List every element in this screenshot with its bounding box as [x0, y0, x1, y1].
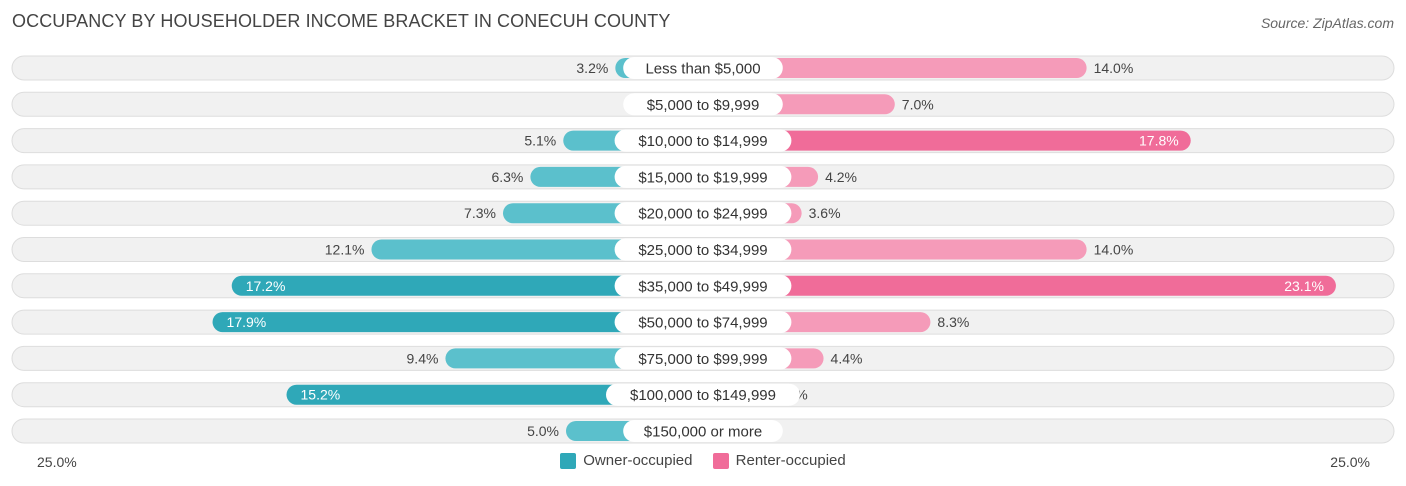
category-pill — [623, 93, 783, 116]
renter-value-label: 14.0% — [1094, 242, 1134, 258]
legend: Owner-occupied Renter-occupied — [0, 452, 1406, 473]
category-label: $10,000 to $14,999 — [638, 133, 767, 150]
category-label: $150,000 or more — [644, 424, 762, 441]
legend-swatch-renter — [712, 452, 729, 469]
category-label: $50,000 to $74,999 — [638, 315, 767, 332]
renter-bar — [703, 130, 1191, 151]
category-pill — [614, 311, 792, 334]
renter-value-label: 4.2% — [825, 169, 857, 185]
axis-left-label: 25.0% — [37, 454, 77, 470]
category-pill — [614, 202, 792, 225]
legend-label-owner: Owner-occupied — [583, 452, 693, 469]
renter-value-label: 7.0% — [902, 96, 934, 112]
owner-bar — [231, 275, 703, 296]
owner-value-label: 17.2% — [246, 278, 286, 294]
category-label: $100,000 to $149,999 — [630, 387, 776, 404]
owner-value-label: 17.9% — [227, 314, 267, 330]
legend-item-owner[interactable]: Owner-occupied — [560, 452, 692, 469]
category-pill — [606, 383, 800, 406]
category-pill — [614, 347, 792, 370]
category-pill — [614, 165, 792, 188]
owner-value-label: 3.2% — [576, 60, 608, 76]
chart-area: 3.2%14.0%Less than $5,0001.4%7.0%$5,000 … — [11, 55, 1395, 444]
renter-bar — [703, 58, 1087, 78]
renter-value-label: 3.6% — [809, 205, 841, 221]
owner-value-label: 5.1% — [524, 133, 556, 149]
legend-item-renter[interactable]: Renter-occupied — [712, 452, 846, 469]
renter-value-label: 23.1% — [1284, 278, 1324, 294]
renter-value-label: 14.0% — [1094, 60, 1134, 76]
category-label: $75,000 to $99,999 — [638, 351, 767, 368]
owner-bar — [212, 312, 704, 333]
legend-swatch-owner — [560, 452, 577, 469]
source-credit: Source: ZipAtlas.com — [1260, 15, 1394, 31]
category-pill — [614, 274, 792, 297]
renter-bar — [703, 275, 1336, 296]
renter-value-label: 4.4% — [831, 350, 863, 366]
owner-bar — [286, 384, 703, 405]
renter-value-label: 8.3% — [937, 314, 969, 330]
chart-title: OCCUPANCY BY HOUSEHOLDER INCOME BRACKET … — [12, 11, 671, 31]
renter-value-label: 17.8% — [1139, 133, 1179, 149]
category-label: $25,000 to $34,999 — [638, 242, 767, 259]
owner-value-label: 9.4% — [407, 350, 439, 366]
category-label: $5,000 to $9,999 — [647, 97, 760, 114]
renter-bar — [703, 239, 1087, 260]
category-pill — [623, 57, 783, 79]
category-label: $15,000 to $19,999 — [638, 169, 767, 186]
legend-label-renter: Renter-occupied — [735, 452, 846, 469]
owner-value-label: 12.1% — [325, 242, 365, 258]
category-pill — [623, 420, 783, 442]
owner-value-label: 6.3% — [491, 169, 523, 185]
category-label: $20,000 to $24,999 — [638, 206, 767, 223]
owner-value-label: 5.0% — [527, 423, 559, 439]
category-label: Less than $5,000 — [645, 61, 760, 78]
owner-value-label: 15.2% — [301, 387, 341, 403]
category-pill — [614, 129, 792, 152]
owner-value-label: 7.3% — [464, 205, 496, 221]
axis-right-label: 25.0% — [1330, 454, 1370, 470]
category-pill — [614, 238, 792, 261]
category-label: $35,000 to $49,999 — [638, 278, 767, 295]
